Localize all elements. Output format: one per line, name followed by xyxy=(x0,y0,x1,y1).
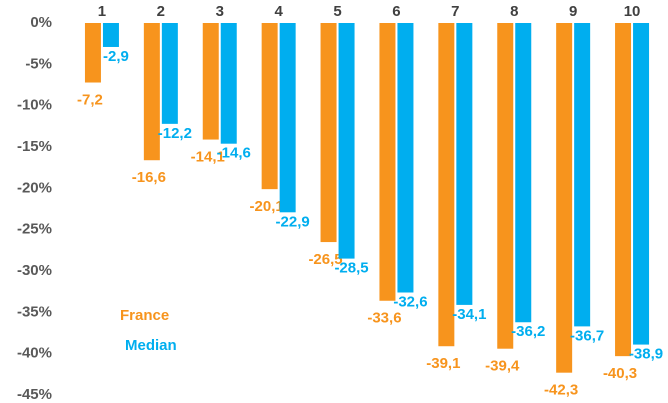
value-label: -14,1 xyxy=(191,149,225,166)
bar xyxy=(515,23,532,323)
value-label: -34,1 xyxy=(452,306,486,323)
value-label: -20,1 xyxy=(250,198,284,215)
bar xyxy=(556,23,573,373)
value-label: -12,2 xyxy=(158,125,192,142)
bar xyxy=(574,23,591,327)
bar xyxy=(438,23,455,347)
value-label: -7,2 xyxy=(77,91,103,108)
bar xyxy=(338,23,355,259)
bar xyxy=(497,23,514,349)
x-tick-label: 2 xyxy=(157,3,165,20)
x-tick-label: 9 xyxy=(569,3,577,20)
bar xyxy=(320,23,337,243)
x-tick-label: 3 xyxy=(216,3,224,20)
bar xyxy=(261,23,278,190)
value-label: -33,6 xyxy=(367,310,401,327)
y-tick-label: -15% xyxy=(17,138,52,155)
y-tick-label: -30% xyxy=(17,262,52,279)
y-tick-label: -25% xyxy=(17,221,52,238)
x-tick-label: 4 xyxy=(274,3,283,20)
bar xyxy=(84,23,101,83)
bar xyxy=(220,23,237,144)
y-tick-label: -20% xyxy=(17,179,52,196)
y-tick-label: -35% xyxy=(17,303,52,320)
bar xyxy=(379,23,396,301)
value-label: -39,4 xyxy=(485,358,520,375)
x-tick-label: 7 xyxy=(451,3,459,20)
value-label: -14,6 xyxy=(217,145,251,162)
y-tick-label: 0% xyxy=(30,14,52,31)
value-label: -2,9 xyxy=(103,48,129,65)
x-tick-label: 1 xyxy=(98,3,106,20)
value-label: -32,6 xyxy=(393,293,427,310)
y-tick-label: -40% xyxy=(17,345,52,362)
bar xyxy=(161,23,178,124)
bar xyxy=(143,23,160,161)
y-tick-label: -45% xyxy=(17,386,52,403)
x-tick-label: 10 xyxy=(624,3,641,20)
x-tick-label: 8 xyxy=(510,3,518,20)
value-label: -38,9 xyxy=(629,346,663,363)
legend-label: France xyxy=(120,307,169,324)
value-label: -28,5 xyxy=(334,260,368,277)
value-label: -26,5 xyxy=(308,251,342,268)
value-label: -40,3 xyxy=(603,365,637,382)
legend-label: Median xyxy=(125,337,177,354)
value-label: -36,7 xyxy=(570,327,604,344)
bar xyxy=(615,23,632,357)
bar xyxy=(279,23,296,213)
value-label: -22,9 xyxy=(276,213,310,230)
value-label: -39,1 xyxy=(426,355,460,372)
value-label: -42,3 xyxy=(544,382,578,399)
bar xyxy=(397,23,414,293)
y-tick-label: -5% xyxy=(25,55,52,72)
y-tick-label: -10% xyxy=(17,97,52,114)
bar xyxy=(456,23,473,305)
value-label: -36,2 xyxy=(511,323,545,340)
bar xyxy=(633,23,650,345)
bar xyxy=(102,23,119,47)
x-tick-label: 5 xyxy=(333,3,341,20)
bar xyxy=(202,23,219,140)
x-tick-label: 6 xyxy=(392,3,400,20)
value-label: -16,6 xyxy=(132,169,166,186)
